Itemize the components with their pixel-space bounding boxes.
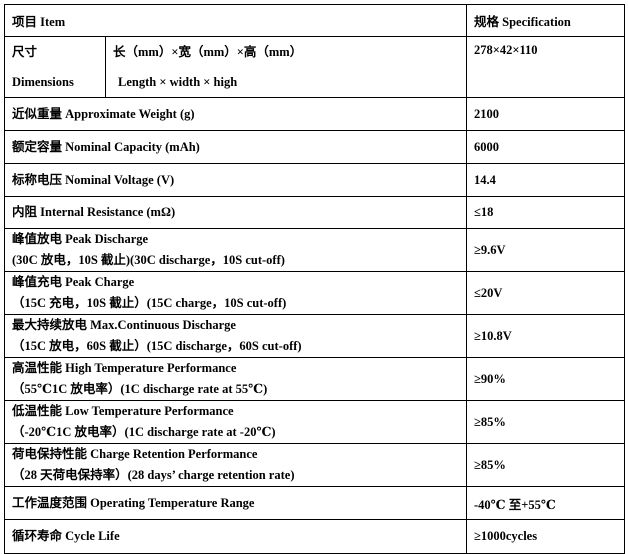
row-item-line1: 低温性能 Low Temperature Performance xyxy=(12,404,234,418)
row-value: 2100 xyxy=(466,97,625,131)
dimensions-desc-cn: 长（mm）×宽（mm）×高（mm） xyxy=(113,45,303,59)
row-value: ≤20V xyxy=(466,271,625,315)
row-item: 内阻 Internal Resistance (mΩ) xyxy=(4,196,467,229)
row-item: 荷电保持性能 Charge Retention Performance （28 天… xyxy=(4,443,467,487)
table-row: 峰值放电 Peak Discharge (30C 放电，10S 截止)(30C d… xyxy=(4,228,625,272)
row-item: 近似重量 Approximate Weight (g) xyxy=(4,97,467,131)
table-row: 额定容量 Nominal Capacity (mAh) 6000 xyxy=(4,130,625,164)
row-value: ≥90% xyxy=(466,357,625,401)
row-value: 6000 xyxy=(466,130,625,164)
dimensions-label: 尺寸 Dimensions xyxy=(4,36,106,98)
row-item: 高温性能 High Temperature Performance （55℃1C … xyxy=(4,357,467,401)
table-row: 低温性能 Low Temperature Performance （-20℃1C … xyxy=(4,400,625,444)
table-row: 内阻 Internal Resistance (mΩ) ≤18 xyxy=(4,196,625,229)
row-item-line2: （55℃1C 放电率）(1C discharge rate at 55℃) xyxy=(12,382,268,396)
row-value: -40℃ 至+55℃ xyxy=(466,486,625,520)
row-value: ≥10.8V xyxy=(466,314,625,358)
row-value: ≥1000cycles xyxy=(466,519,625,554)
row-item-line1: 工作温度范围 Operating Temperature Range xyxy=(12,495,255,510)
row-item-line1: 近似重量 Approximate Weight (g) xyxy=(12,106,195,121)
row-item-line2: （28 天荷电保持率）(28 days’ charge retention ra… xyxy=(12,468,295,482)
row-item: 峰值充电 Peak Charge （15C 充电，10S 截止）(15C char… xyxy=(4,271,467,315)
row-item-line2: (30C 放电，10S 截止)(30C discharge，10S cut-of… xyxy=(12,253,285,267)
dimensions-desc: 长（mm）×宽（mm）×高（mm） Length × width × high xyxy=(105,36,467,98)
header-spec: 规格 Specification xyxy=(466,4,625,37)
row-item-line1: 额定容量 Nominal Capacity (mAh) xyxy=(12,139,200,154)
dimensions-row: 尺寸 Dimensions 长（mm）×宽（mm）×高（mm） Length ×… xyxy=(4,36,625,98)
table-row: 标称电压 Nominal Voltage (V) 14.4 xyxy=(4,163,625,197)
row-value: ≥85% xyxy=(466,400,625,444)
spec-table: 项目 Item 规格 Specification 尺寸 Dimensions 长… xyxy=(4,4,625,554)
table-row: 峰值充电 Peak Charge （15C 充电，10S 截止）(15C char… xyxy=(4,271,625,315)
table-row: 最大持续放电 Max.Continuous Discharge （15C 放电，6… xyxy=(4,314,625,358)
row-value: ≥9.6V xyxy=(466,228,625,272)
row-item-line2: （15C 放电，60S 截止）(15C discharge，60S cut-of… xyxy=(12,339,302,353)
dimensions-label-en: Dimensions xyxy=(12,75,74,89)
row-item: 标称电压 Nominal Voltage (V) xyxy=(4,163,467,197)
row-item: 工作温度范围 Operating Temperature Range xyxy=(4,486,467,520)
row-item: 循环寿命 Cycle Life xyxy=(4,519,467,554)
row-item: 低温性能 Low Temperature Performance （-20℃1C … xyxy=(4,400,467,444)
row-item-line1: 荷电保持性能 Charge Retention Performance xyxy=(12,447,258,461)
row-item-line1: 循环寿命 Cycle Life xyxy=(12,529,120,543)
table-row: 高温性能 High Temperature Performance （55℃1C … xyxy=(4,357,625,401)
dimensions-desc-en: Length × width × high xyxy=(118,75,238,89)
row-item: 峰值放电 Peak Discharge (30C 放电，10S 截止)(30C d… xyxy=(4,228,467,272)
row-value: 14.4 xyxy=(466,163,625,197)
header-item: 项目 Item xyxy=(4,4,467,37)
row-value: ≤18 xyxy=(466,196,625,229)
table-row: 工作温度范围 Operating Temperature Range -40℃ 至… xyxy=(4,486,625,520)
row-item-line2: （15C 充电，10S 截止）(15C charge，10S cut-off) xyxy=(12,296,287,310)
row-item-line2: （-20℃1C 放电率）(1C discharge rate at -20℃) xyxy=(12,425,276,439)
row-item-line1: 最大持续放电 Max.Continuous Discharge xyxy=(12,318,236,332)
row-value: ≥85% xyxy=(466,443,625,487)
table-row: 荷电保持性能 Charge Retention Performance （28 天… xyxy=(4,443,625,487)
dimensions-label-cn: 尺寸 xyxy=(12,45,38,59)
header-row: 项目 Item 规格 Specification xyxy=(4,4,625,37)
row-item-line1: 峰值充电 Peak Charge xyxy=(12,275,135,289)
row-item-line1: 高温性能 High Temperature Performance xyxy=(12,361,237,375)
row-item: 额定容量 Nominal Capacity (mAh) xyxy=(4,130,467,164)
row-item-line1: 峰值放电 Peak Discharge xyxy=(12,232,149,246)
table-row: 循环寿命 Cycle Life ≥1000cycles xyxy=(4,519,625,554)
dimensions-value: 278×42×110 xyxy=(466,36,625,98)
table-row: 近似重量 Approximate Weight (g) 2100 xyxy=(4,97,625,131)
row-item: 最大持续放电 Max.Continuous Discharge （15C 放电，6… xyxy=(4,314,467,358)
row-item-line1: 内阻 Internal Resistance (mΩ) xyxy=(12,205,176,219)
row-item-line1: 标称电压 Nominal Voltage (V) xyxy=(12,172,175,187)
